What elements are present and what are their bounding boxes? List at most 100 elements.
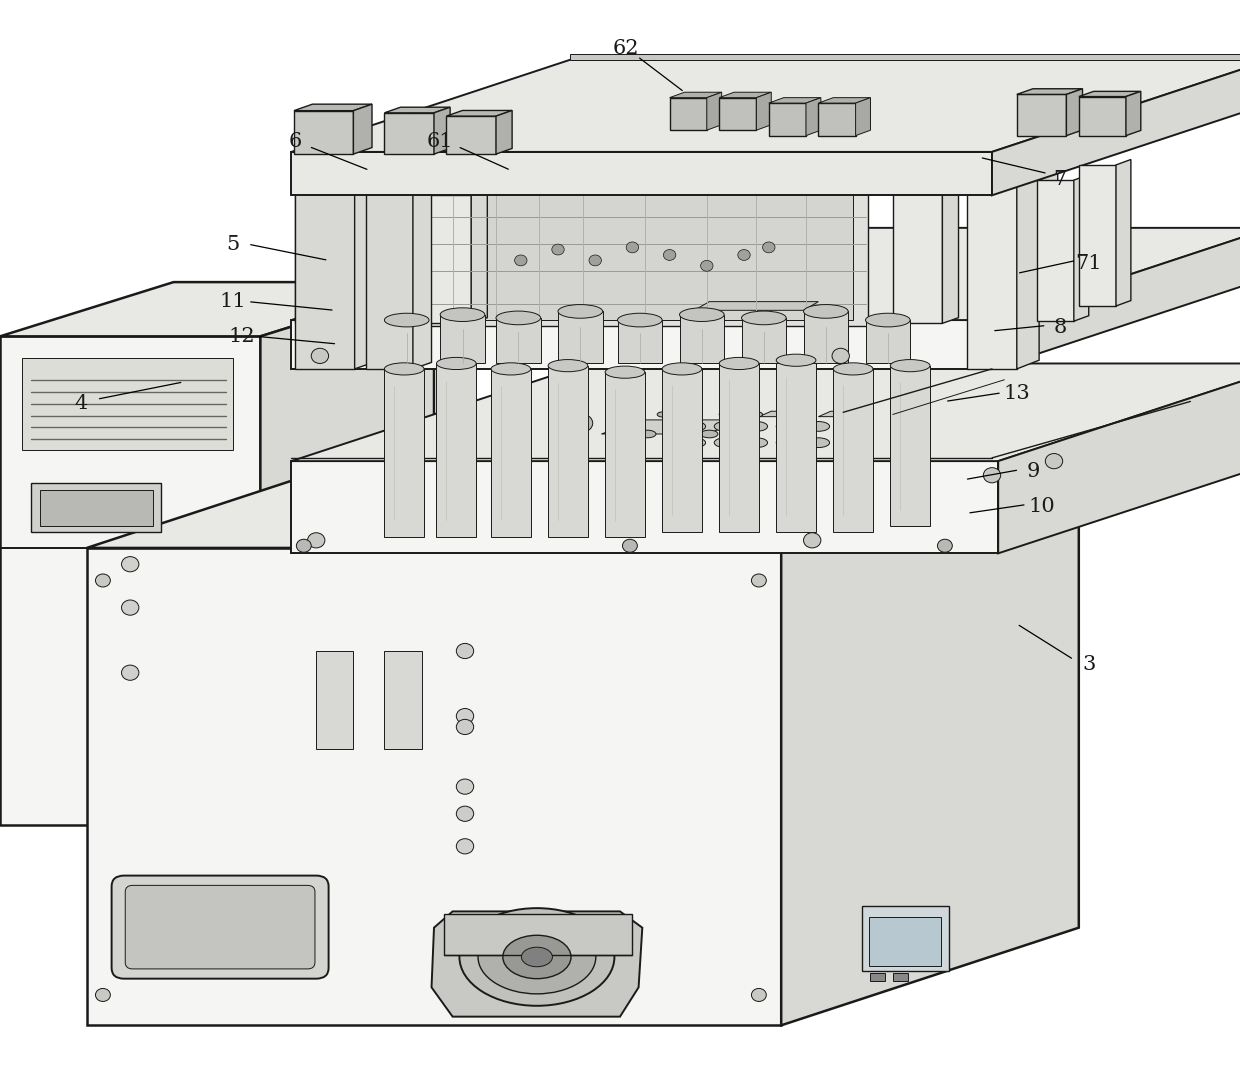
- Polygon shape: [295, 184, 355, 369]
- Ellipse shape: [459, 908, 614, 1006]
- Text: 61: 61: [427, 131, 454, 151]
- Polygon shape: [942, 186, 959, 323]
- Polygon shape: [384, 190, 853, 320]
- Polygon shape: [384, 320, 429, 363]
- Ellipse shape: [657, 412, 670, 417]
- Polygon shape: [1017, 94, 1066, 136]
- Ellipse shape: [680, 308, 724, 321]
- Polygon shape: [601, 420, 744, 434]
- Circle shape: [456, 839, 474, 854]
- Ellipse shape: [605, 366, 645, 379]
- Ellipse shape: [618, 314, 662, 327]
- Polygon shape: [719, 363, 759, 532]
- Polygon shape: [1037, 180, 1074, 321]
- Ellipse shape: [776, 437, 799, 448]
- Bar: [893, 973, 908, 981]
- Ellipse shape: [436, 357, 476, 370]
- Polygon shape: [558, 311, 603, 363]
- Polygon shape: [291, 461, 998, 553]
- Polygon shape: [31, 483, 161, 532]
- Circle shape: [763, 242, 775, 253]
- Polygon shape: [618, 320, 662, 363]
- Text: 4: 4: [74, 394, 87, 413]
- Polygon shape: [1079, 91, 1141, 97]
- Circle shape: [95, 988, 110, 1001]
- Polygon shape: [694, 302, 818, 310]
- Polygon shape: [355, 178, 373, 369]
- Polygon shape: [670, 98, 707, 130]
- Circle shape: [983, 468, 1001, 483]
- Ellipse shape: [609, 430, 626, 438]
- Circle shape: [552, 244, 564, 255]
- Ellipse shape: [745, 437, 768, 448]
- Ellipse shape: [491, 362, 531, 375]
- Text: 11: 11: [219, 292, 247, 311]
- Polygon shape: [818, 98, 870, 103]
- Bar: [869, 917, 941, 966]
- Ellipse shape: [521, 947, 553, 967]
- Polygon shape: [1116, 159, 1131, 306]
- Circle shape: [804, 533, 821, 548]
- Polygon shape: [87, 548, 781, 1025]
- Circle shape: [456, 719, 474, 735]
- Polygon shape: [806, 98, 821, 136]
- Polygon shape: [742, 318, 786, 363]
- Polygon shape: [856, 98, 870, 136]
- Polygon shape: [355, 184, 373, 323]
- Ellipse shape: [479, 920, 595, 994]
- Ellipse shape: [384, 362, 424, 375]
- Ellipse shape: [683, 437, 706, 448]
- FancyBboxPatch shape: [112, 876, 329, 979]
- Text: 13: 13: [1003, 384, 1030, 404]
- Ellipse shape: [558, 305, 603, 318]
- Polygon shape: [370, 184, 868, 326]
- Polygon shape: [548, 366, 588, 537]
- Polygon shape: [992, 228, 1240, 369]
- Ellipse shape: [776, 354, 816, 367]
- Polygon shape: [291, 152, 992, 195]
- Circle shape: [1045, 454, 1063, 469]
- Polygon shape: [384, 369, 424, 537]
- Polygon shape: [1017, 89, 1083, 94]
- Circle shape: [701, 260, 713, 271]
- Ellipse shape: [548, 359, 588, 372]
- Polygon shape: [496, 111, 512, 154]
- Polygon shape: [440, 315, 485, 363]
- Ellipse shape: [745, 421, 768, 432]
- Circle shape: [122, 665, 139, 680]
- Polygon shape: [260, 282, 434, 825]
- Ellipse shape: [626, 412, 639, 417]
- Circle shape: [311, 177, 329, 192]
- Circle shape: [308, 533, 325, 548]
- Polygon shape: [0, 282, 434, 336]
- Text: 71: 71: [1075, 254, 1102, 273]
- Bar: [862, 906, 949, 971]
- Polygon shape: [833, 369, 873, 532]
- Ellipse shape: [781, 412, 794, 417]
- Polygon shape: [291, 363, 1240, 461]
- Polygon shape: [992, 60, 1240, 195]
- Polygon shape: [496, 318, 541, 363]
- Polygon shape: [804, 311, 848, 363]
- Ellipse shape: [714, 421, 737, 432]
- Polygon shape: [413, 183, 432, 369]
- Circle shape: [122, 600, 139, 615]
- Polygon shape: [769, 103, 806, 136]
- Polygon shape: [294, 111, 353, 154]
- Polygon shape: [295, 191, 355, 323]
- Circle shape: [122, 557, 139, 572]
- Ellipse shape: [701, 430, 718, 438]
- Ellipse shape: [384, 314, 429, 327]
- Polygon shape: [22, 358, 233, 450]
- Polygon shape: [432, 911, 642, 1017]
- Polygon shape: [291, 228, 1240, 320]
- Circle shape: [456, 806, 474, 821]
- Polygon shape: [384, 113, 434, 154]
- Ellipse shape: [838, 437, 861, 448]
- Polygon shape: [662, 369, 702, 532]
- Polygon shape: [1079, 97, 1126, 136]
- Ellipse shape: [719, 357, 759, 370]
- Polygon shape: [384, 107, 450, 113]
- Ellipse shape: [776, 421, 799, 432]
- Circle shape: [626, 242, 639, 253]
